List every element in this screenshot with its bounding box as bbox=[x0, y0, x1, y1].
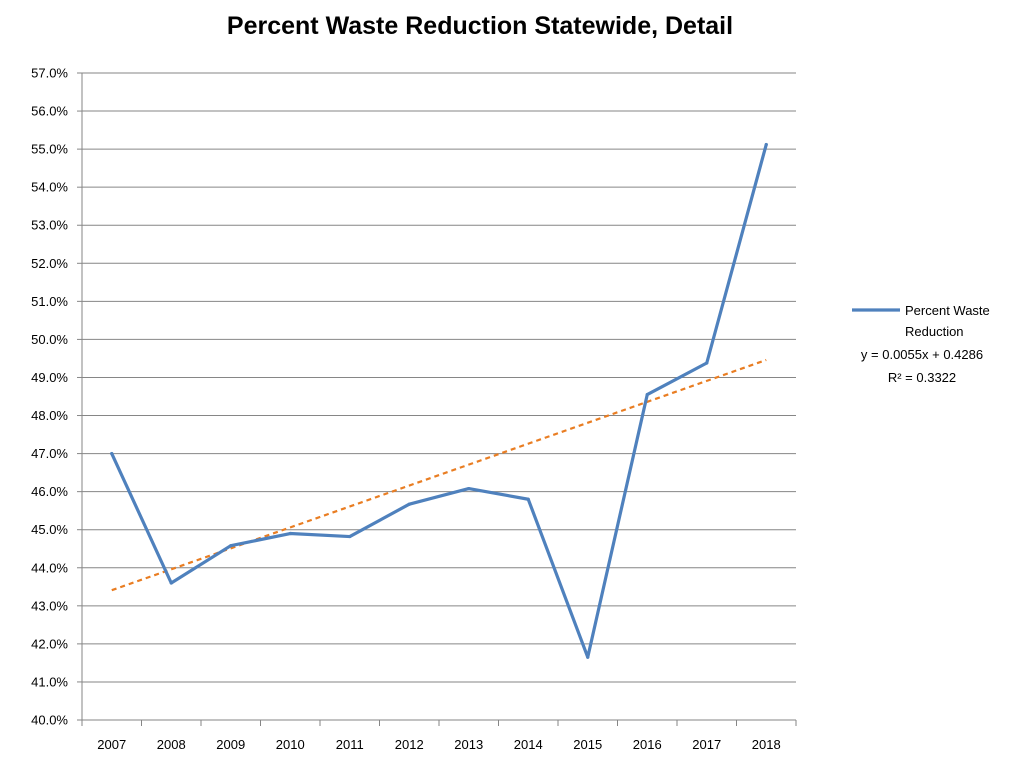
trendline-r-squared: R² = 0.3322 bbox=[888, 370, 956, 385]
data-point bbox=[110, 451, 114, 456]
data-point bbox=[586, 655, 590, 659]
y-tick-label: 46.0% bbox=[31, 484, 68, 499]
x-tick-label: 2018 bbox=[752, 737, 781, 752]
y-tick-label: 51.0% bbox=[31, 294, 68, 309]
y-tick-label: 42.0% bbox=[31, 636, 68, 651]
y-tick-label: 54.0% bbox=[31, 180, 68, 195]
legend-series-label: Reduction bbox=[905, 324, 964, 339]
x-tick-label: 2012 bbox=[395, 737, 424, 752]
x-tick-label: 2013 bbox=[454, 737, 483, 752]
x-tick-label: 2017 bbox=[692, 737, 721, 752]
y-tick-label: 40.0% bbox=[31, 713, 68, 728]
data-point bbox=[764, 142, 768, 147]
x-tick-label: 2008 bbox=[157, 737, 186, 752]
y-tick-label: 41.0% bbox=[31, 674, 68, 689]
y-tick-label: 45.0% bbox=[31, 522, 68, 537]
series-line bbox=[110, 142, 768, 659]
y-tick-label: 52.0% bbox=[31, 256, 68, 271]
data-point bbox=[705, 361, 709, 365]
data-point bbox=[526, 497, 530, 501]
y-tick-label: 57.0% bbox=[31, 66, 68, 81]
x-tick-label: 2009 bbox=[216, 737, 245, 752]
chart-title: Percent Waste Reduction Statewide, Detai… bbox=[226, 12, 734, 40]
trendline bbox=[111, 358, 767, 592]
x-tick-label: 2011 bbox=[336, 737, 364, 752]
data-point bbox=[645, 392, 649, 397]
y-tick-label: 48.0% bbox=[31, 408, 68, 423]
x-tick-label: 2010 bbox=[276, 737, 305, 752]
y-tick-label: 47.0% bbox=[31, 446, 68, 461]
y-tick-label: 43.0% bbox=[31, 598, 68, 613]
y-tick-label: 44.0% bbox=[31, 560, 68, 575]
y-tick-label: 49.0% bbox=[31, 370, 68, 385]
series-layer bbox=[110, 142, 768, 659]
y-tick-label: 55.0% bbox=[31, 142, 68, 157]
data-point bbox=[467, 487, 471, 491]
y-tick-label: 56.0% bbox=[31, 104, 68, 119]
y-tick-label: 53.0% bbox=[31, 218, 68, 233]
data-point bbox=[407, 502, 411, 506]
x-tick-label: 2007 bbox=[97, 737, 126, 752]
data-point bbox=[229, 544, 233, 548]
data-point bbox=[169, 581, 173, 585]
gridlines bbox=[82, 72, 796, 721]
legend: Percent Waste Reduction y = 0.0055x + 0.42… bbox=[852, 303, 990, 385]
data-point bbox=[348, 534, 352, 539]
x-tick-label: 2015 bbox=[573, 737, 602, 752]
data-point bbox=[288, 531, 292, 536]
trendline-layer bbox=[111, 358, 767, 592]
x-tick-label: 2014 bbox=[514, 737, 543, 752]
y-tick-label: 50.0% bbox=[31, 332, 68, 347]
axes: 40.0% 41.0% 42.0% 43.0% 44.0% 45.0% 46.0% 47.0%… bbox=[31, 66, 797, 752]
x-tick-label: 2016 bbox=[633, 737, 662, 752]
legend-series-label: Percent Waste bbox=[905, 303, 990, 318]
trendline-equation: y = 0.0055x + 0.4286 bbox=[861, 347, 983, 362]
